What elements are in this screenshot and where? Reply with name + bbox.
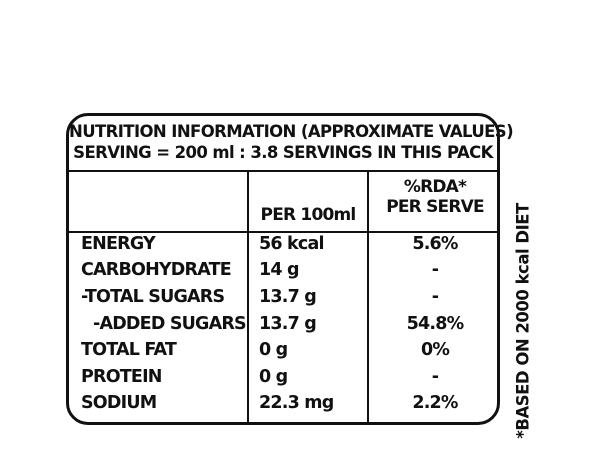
rda-value: 54.8%	[406, 314, 465, 334]
per-100ml-value: 13.7 g	[259, 314, 317, 334]
per-100ml-value: 0 g	[259, 340, 288, 360]
table-row: -ADDED SUGARS 13.7 g 54.8%	[69, 311, 497, 337]
rda-value: 2.2%	[412, 393, 458, 413]
rda-value: -	[431, 367, 439, 387]
table-row: -TOTAL SUGARS 13.7 g -	[69, 284, 497, 310]
table-row: TOTAL FAT 0 g 0%	[69, 337, 497, 363]
table-row: SODIUM 22.3 mg 2.2%	[69, 390, 497, 416]
title-line-1: NUTRITION INFORMATION (APPROXIMATE VALUE…	[69, 122, 514, 141]
per-100ml-value: 14 g	[259, 260, 300, 280]
column-divider-2	[367, 170, 369, 422]
header-per-100ml: PER 100ml	[260, 205, 357, 225]
per-100ml-value: 0 g	[259, 367, 288, 387]
rda-value: -	[431, 260, 439, 280]
nutrient-name: TOTAL FAT	[81, 340, 177, 360]
rda-value: 0%	[420, 340, 450, 360]
per-100ml-value: 13.7 g	[259, 287, 317, 307]
label-title: NUTRITION INFORMATION (APPROXIMATE VALUE…	[69, 116, 514, 172]
rda-value: -	[431, 287, 439, 307]
header-rda-line-1: %RDA*	[403, 177, 467, 197]
header-rule	[69, 231, 497, 233]
per-100ml-value: 56 kcal	[259, 234, 324, 254]
title-line-2: SERVING = 200 ml : 3.8 SERVINGS IN THIS …	[73, 143, 493, 162]
nutrient-name: ENERGY	[81, 234, 156, 254]
nutrient-name: -TOTAL SUGARS	[81, 287, 225, 307]
per-100ml-value: 22.3 mg	[259, 393, 334, 413]
table-row: PROTEIN 0 g -	[69, 364, 497, 390]
footnote-text: *BASED ON 2000 kcal DIET	[513, 203, 533, 439]
rda-value: 5.6%	[412, 234, 458, 254]
header-rda-line-2: PER SERVE	[386, 197, 484, 217]
nutrition-label: NUTRITION INFORMATION (APPROXIMATE VALUE…	[66, 113, 514, 425]
table-row: CARBOHYDRATE 14 g -	[69, 257, 497, 283]
nutrient-name: PROTEIN	[81, 367, 162, 387]
nutrient-name: -ADDED SUGARS	[93, 314, 247, 334]
nutrient-name: CARBOHYDRATE	[81, 260, 232, 280]
table-row: ENERGY 56 kcal 5.6%	[69, 231, 497, 257]
footnote: *BASED ON 2000 kcal DIET	[508, 203, 538, 439]
nutrient-name: SODIUM	[81, 393, 157, 413]
column-divider-1	[247, 170, 249, 422]
